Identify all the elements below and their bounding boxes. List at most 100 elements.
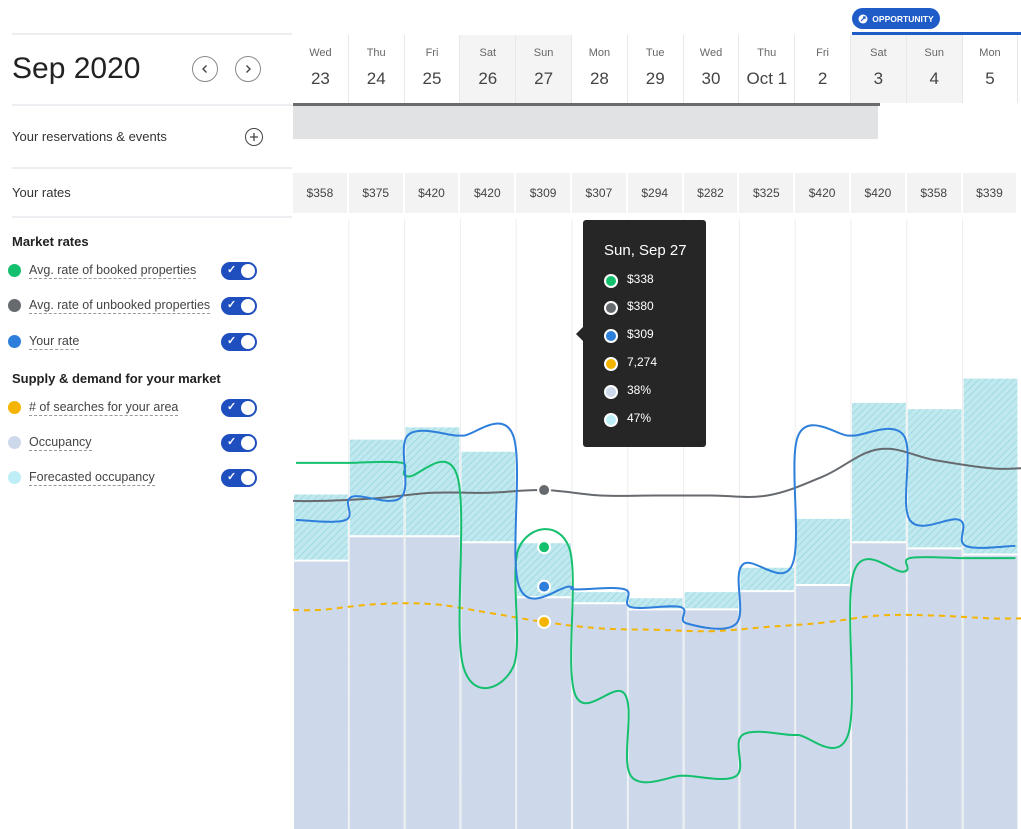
day-column[interactable]: Thu 24 [349,35,405,103]
check-icon: ✓ [227,264,237,276]
day-column[interactable]: Fri 2 [795,35,851,103]
day-of-week: Thu [757,47,777,59]
occupancy-bar [628,609,683,829]
occupancy-bar [684,609,739,829]
day-column[interactable]: Tue 29 [628,35,684,103]
day-number: 23 [310,69,330,88]
legend-unbooked-rate[interactable]: Avg. rate of unbooked properties ✓ [8,296,258,316]
legend-label[interactable]: Avg. rate of booked properties [29,263,197,279]
occupancy-bar [740,591,795,829]
day-column[interactable]: Fri 25 [405,35,461,103]
rate-cell[interactable]: $309 [516,173,572,213]
check-icon: ✓ [227,436,237,448]
legend-label[interactable]: Your rate [29,334,80,350]
toggle-searches[interactable]: ✓ [221,399,257,417]
day-column[interactable]: Sun 27 [516,35,572,103]
day-of-week: Mon [979,47,1001,59]
opportunity-range-bar [852,32,1021,35]
rate-cell[interactable]: $375 [348,173,405,213]
blue-dot-icon [604,329,618,343]
day-column[interactable]: Mon 28 [572,35,628,103]
legend-label[interactable]: Avg. rate of unbooked properties [29,298,211,314]
day-of-week: Sun [533,47,554,59]
chart-tooltip: Sun, Sep 27 $338 $380 $309 7,274 38% 47% [576,220,706,447]
day-number: 26 [478,69,498,88]
green-dot-icon [8,264,21,277]
legend-your-rate[interactable]: Your rate ✓ [8,332,258,352]
tooltip-value: 38% [627,383,652,397]
lavender-dot-icon [8,436,21,449]
next-month-button[interactable] [235,56,261,82]
rate-cell[interactable]: $339 [962,173,1019,213]
day-column[interactable]: Wed 23 [293,35,349,103]
rate-cell[interactable]: $282 [683,173,740,213]
occupancy-bar [963,554,1018,829]
toggle-unbooked-rate[interactable]: ✓ [221,297,257,315]
occupancy-bar [796,585,850,829]
your-rate-line [295,422,1016,630]
day-column[interactable]: Thu Oct 1 [739,35,796,103]
day-of-week: Mon [588,47,611,59]
toggle-occupancy[interactable]: ✓ [221,434,257,452]
rate-cell[interactable]: $420 [460,173,517,213]
day-of-week: Thu [366,47,386,59]
occupancy-bar [349,536,404,829]
check-icon: ✓ [227,299,237,311]
your-rate-point [537,579,552,594]
add-reservation-button[interactable] [245,128,263,146]
rate-cell[interactable]: $358 [906,173,963,213]
day-number: 27 [534,69,554,88]
legend-label[interactable]: # of searches for your area [29,400,179,416]
toggle-your-rate[interactable]: ✓ [221,333,257,351]
day-column[interactable]: Sun 4 [906,35,963,103]
tooltip-value: 47% [627,411,652,425]
searches-line [292,602,1021,633]
day-number: 2 [817,69,828,88]
day-column[interactable]: Wed 30 [684,35,740,103]
tooltip-value: $309 [627,327,654,341]
opportunity-badge[interactable]: OPPORTUNITY [852,8,940,29]
rate-cell[interactable]: $420 [795,173,851,213]
reservations-bar [293,106,878,139]
day-of-week: Sun [924,47,944,59]
rate-cell[interactable]: $307 [572,173,628,213]
green-dot-icon [604,274,618,288]
legend-label[interactable]: Forecasted occupancy [29,470,155,486]
tooltip-title: Sun, Sep 27 [604,242,687,259]
day-column[interactable]: Sat 26 [460,35,517,103]
occupancy-bar [294,560,348,829]
left-divider [12,104,292,106]
toggle-forecasted-occupancy[interactable]: ✓ [221,469,257,487]
legend-searches[interactable]: # of searches for your area ✓ [8,398,258,418]
rate-cell[interactable]: $294 [627,173,684,213]
cyan-dot-icon [8,471,21,484]
day-of-week: Wed [699,47,723,59]
toggle-booked-rate[interactable]: ✓ [221,262,257,280]
gray-dot-icon [8,299,21,312]
day-of-week: Fri [425,47,439,59]
rate-cell[interactable]: $358 [293,173,349,213]
rate-cell[interactable]: $325 [739,173,796,213]
chevron-left-icon [202,65,207,73]
day-of-week: Sat [479,47,497,59]
unbooked-rate-point [537,483,552,498]
occupancy-bar [405,536,460,829]
rate-cell[interactable]: $420 [404,173,461,213]
searches-point [537,614,552,629]
day-column[interactable]: Mon 5 [963,35,1019,103]
cyan-dot-icon [604,413,618,427]
market-rates-heading: Market rates [12,234,89,249]
day-of-week: Sat [870,47,887,59]
reservations-label: Your reservations & events [12,129,167,144]
gray-dot-icon [604,301,618,315]
unbooked-rate-line [292,447,1021,503]
legend-forecasted-occupancy[interactable]: Forecasted occupancy ✓ [8,468,258,488]
rate-cell[interactable]: $420 [851,173,907,213]
prev-month-button[interactable] [192,56,218,82]
legend-occupancy[interactable]: Occupancy ✓ [8,433,258,453]
legend-label[interactable]: Occupancy [29,435,92,451]
legend-booked-rate[interactable]: Avg. rate of booked properties ✓ [8,261,258,281]
day-column[interactable]: Sat 3 [851,35,907,103]
day-number: Oct 1 [746,69,788,88]
